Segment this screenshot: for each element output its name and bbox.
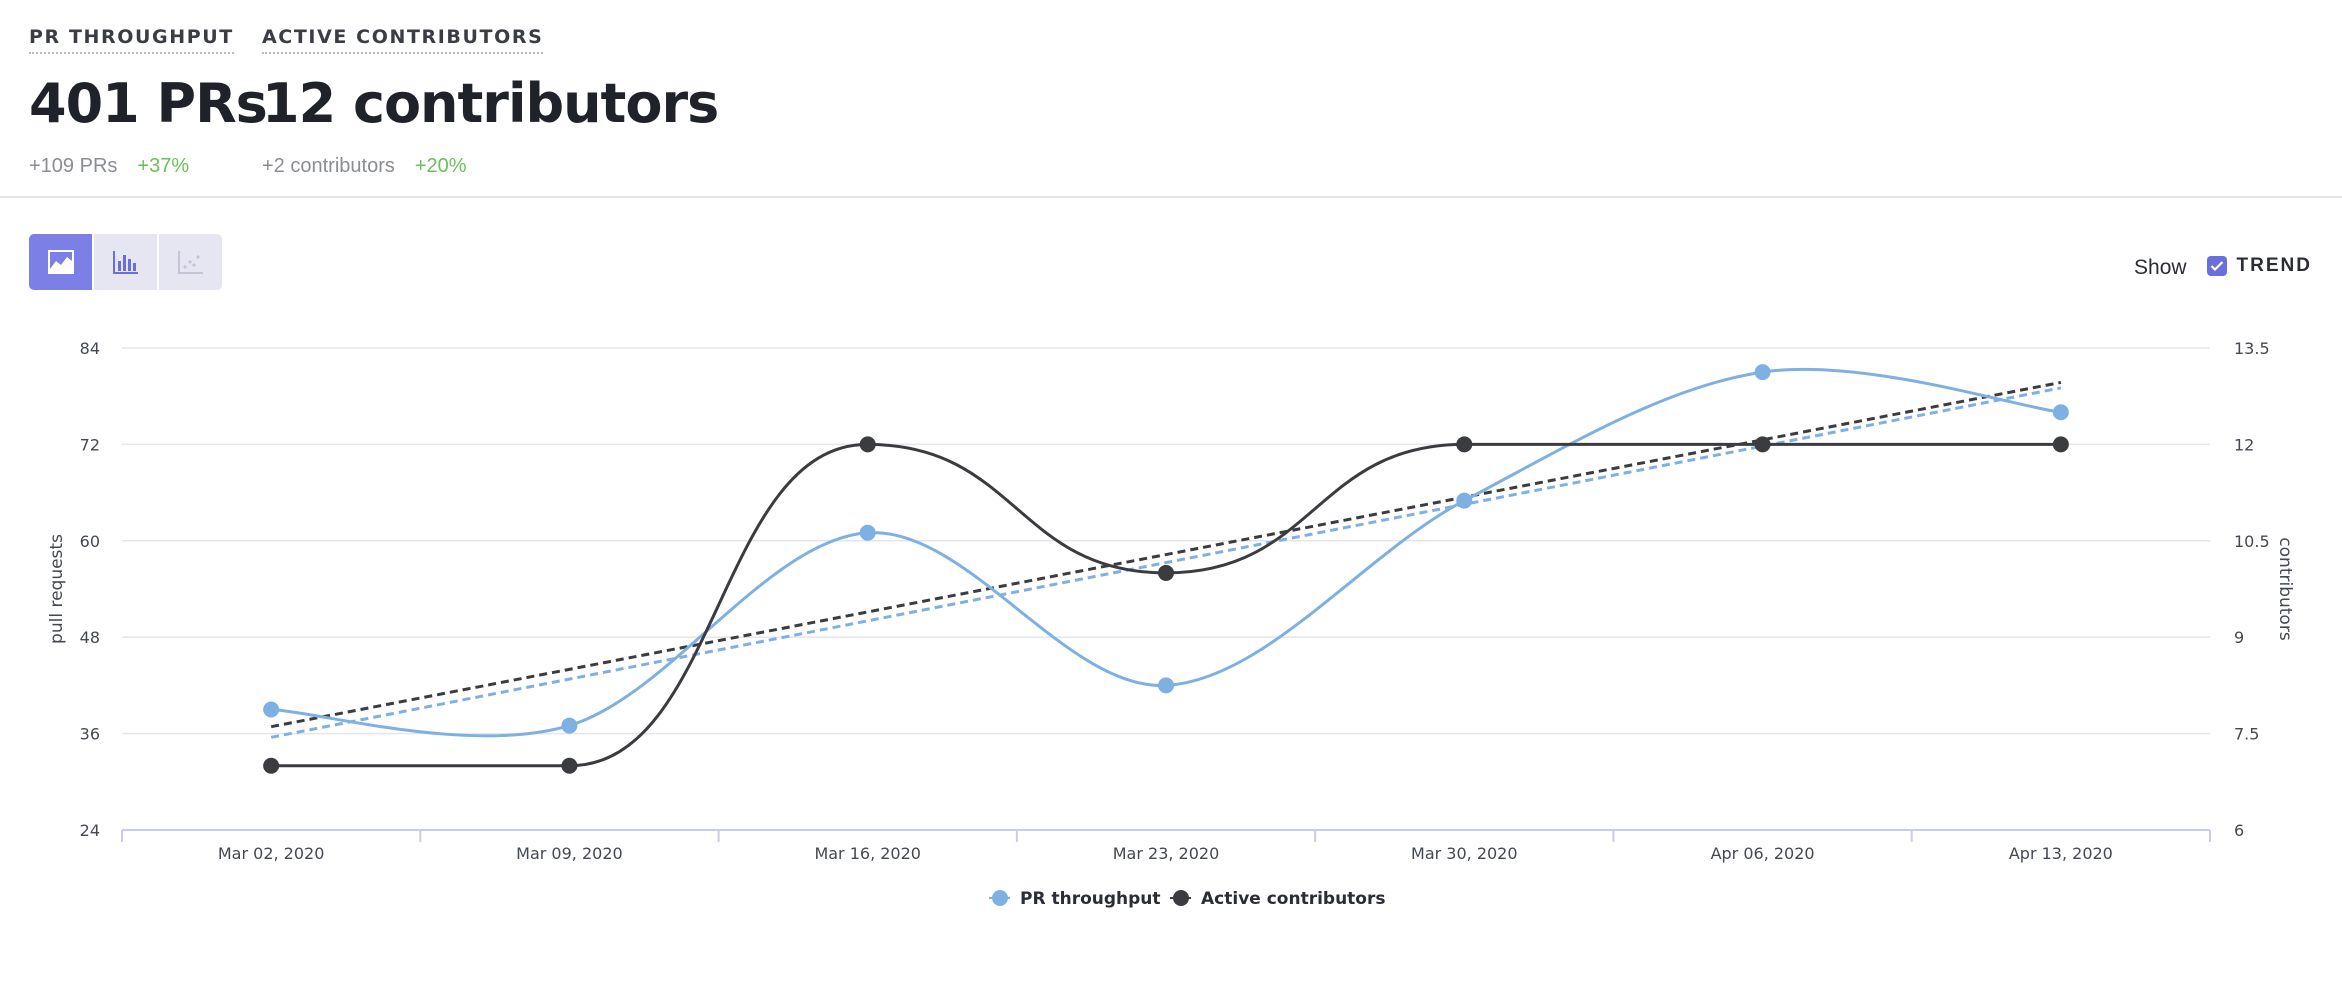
area-chart-button[interactable] [29,234,92,290]
y-right-tick-label: 13.5 [2234,339,2270,358]
trend-label[interactable]: TREND [2236,255,2312,276]
y-left-tick-label: 60 [80,532,100,551]
bar-chart-button[interactable] [94,234,157,290]
metrics-header: PR THROUGHPUT 401 PRs +109 PRs +37% ACTIV… [0,0,2342,198]
legend-marker [992,890,1008,906]
x-tick-label: Mar 09, 2020 [516,844,623,863]
data-point [1456,436,1473,453]
y-right-tick-label: 9 [2234,628,2244,647]
data-point [263,701,280,718]
y-left-tick-label: 24 [80,821,100,840]
x-tick-label: Apr 06, 2020 [1711,844,1815,863]
check-icon [2210,261,2223,272]
legend-label: PR throughput [1020,889,1161,909]
y-right-tick-label: 12 [2234,435,2254,454]
legend-marker [1173,890,1189,906]
data-point [561,757,578,774]
metric-change: +2 contributors +20% [262,155,718,178]
data-point [859,436,876,453]
x-tick-label: Mar 30, 2020 [1411,844,1518,863]
y-left-tick-label: 48 [80,628,100,647]
y-right-tick-label: 6 [2234,821,2244,840]
metric-percent-change: +20% [414,155,467,177]
bar-chart-icon [112,251,138,274]
metric-active-contributors[interactable]: ACTIVE CONTRIBUTORS 12 contributors +2 c… [262,26,719,178]
metric-delta: +109 PRs [29,155,118,177]
metric-label[interactable]: PR THROUGHPUT [29,26,234,54]
x-tick-label: Mar 16, 2020 [814,844,921,863]
x-tick-label: Mar 23, 2020 [1113,844,1220,863]
data-point [1158,677,1174,694]
y-left-tick-label: 72 [80,435,100,454]
scatter-chart-icon [177,251,203,274]
trend-checkbox[interactable] [2206,256,2227,276]
data-point [1754,364,1771,381]
y-left-tick-label: 36 [80,725,100,744]
metric-label[interactable]: ACTIVE CONTRIBUTORS [262,26,544,54]
y-right-tick-label: 7.5 [2234,725,2259,744]
y-right-tick-label: 10.5 [2234,532,2270,551]
data-point [1456,492,1473,509]
trend-line [270,386,2062,739]
show-label: Show [2134,256,2187,279]
data-point [1158,564,1174,581]
legend-label: Active contributors [1201,889,1386,909]
data-point [859,524,876,541]
metric-delta: +2 contributors [262,155,395,177]
metric-value: 12 contributors [262,72,719,135]
y-right-axis-title: contributors [2275,537,2295,641]
x-tick-label: Apr 13, 2020 [2009,844,2113,863]
metric-value: 401 PRs [29,72,268,135]
area-chart-icon [47,250,74,274]
series-line [271,442,2061,768]
data-point [561,717,578,734]
metric-percent-change: +37% [137,155,190,177]
scatter-chart-button[interactable] [159,234,222,290]
trend-toggle: Show TREND [2134,252,2312,280]
data-point [2052,436,2069,453]
data-point [263,757,280,774]
y-left-tick-label: 84 [80,339,100,358]
chart-type-toolbar [29,234,222,290]
data-point [1754,436,1771,453]
x-tick-label: Mar 02, 2020 [218,844,325,863]
trend-line [270,380,2062,729]
metric-change: +109 PRs +37% [29,155,267,178]
metric-pr-throughput[interactable]: PR THROUGHPUT 401 PRs +109 PRs +37% [29,26,268,178]
y-left-axis-title: pull requests [47,534,67,644]
data-point [2052,404,2069,421]
